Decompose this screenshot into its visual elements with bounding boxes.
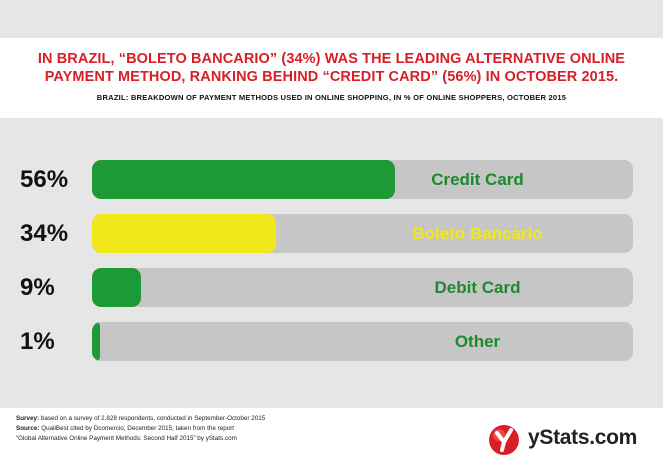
bar-category-label: Credit Card	[431, 170, 524, 189]
bar-row: 9% Debit Card	[0, 268, 663, 308]
bar-value-label: 34%	[20, 220, 69, 247]
bar	[92, 214, 276, 253]
survey-note: Survey: based on a survey of 2,828 respo…	[16, 414, 265, 424]
source-note: Source: QualiBest cited by Dcomercio, De…	[16, 424, 265, 434]
source-text: QualiBest cited by Dcomercio, December 2…	[39, 425, 235, 432]
bar-chart: 56% Credit Card 34% Boleto Bancario 9% Debit …	[0, 118, 663, 408]
title-line-2: payment method, ranking behind “Credit C…	[44, 69, 619, 85]
survey-text: based on a survey of 2,828 respondents, …	[39, 415, 266, 422]
chart-subtitle: Brazil: Breakdown of Payment Methods Use…	[96, 93, 567, 102]
bar-row: 56% Credit Card	[0, 160, 663, 200]
bar-category-label: Boleto Bancario	[412, 224, 543, 243]
top-band	[0, 0, 663, 38]
bar-value-label: 1%	[20, 328, 55, 355]
bar	[92, 268, 141, 307]
bar-category-label: Other	[454, 332, 501, 351]
footer-notes: Survey: based on a survey of 2,828 respo…	[16, 414, 265, 444]
footer: Survey: based on a survey of 2,828 respo…	[0, 408, 663, 466]
bar-row: 34% Boleto Bancario	[0, 214, 663, 254]
bar	[92, 322, 100, 361]
ystats-logo-text: yStats.com	[528, 426, 638, 449]
bar-track	[92, 214, 633, 253]
survey-label: Survey:	[16, 415, 40, 422]
bar-value-label: 56%	[20, 166, 69, 193]
chart-header: In Brazil, “Boleto Bancario” (34%) was t…	[0, 38, 663, 118]
source-note-2: “Global Alternative Online Payment Metho…	[16, 435, 237, 442]
bar-track	[92, 322, 633, 361]
bar-track	[92, 160, 633, 199]
title-line-1: In Brazil, “Boleto Bancario” (34%) was t…	[37, 51, 626, 67]
ystats-logo: yStats.com	[484, 416, 654, 460]
bar-category-label: Debit Card	[434, 278, 521, 297]
source-label: Source:	[16, 425, 40, 432]
bar	[92, 160, 395, 199]
chart-title: In Brazil, “Boleto Bancario” (34%) was t…	[20, 50, 643, 86]
bar-value-label: 9%	[20, 274, 55, 301]
ystats-logo-icon	[489, 425, 519, 455]
bar-track	[92, 268, 633, 307]
bar-row: 1% Other	[0, 322, 663, 362]
